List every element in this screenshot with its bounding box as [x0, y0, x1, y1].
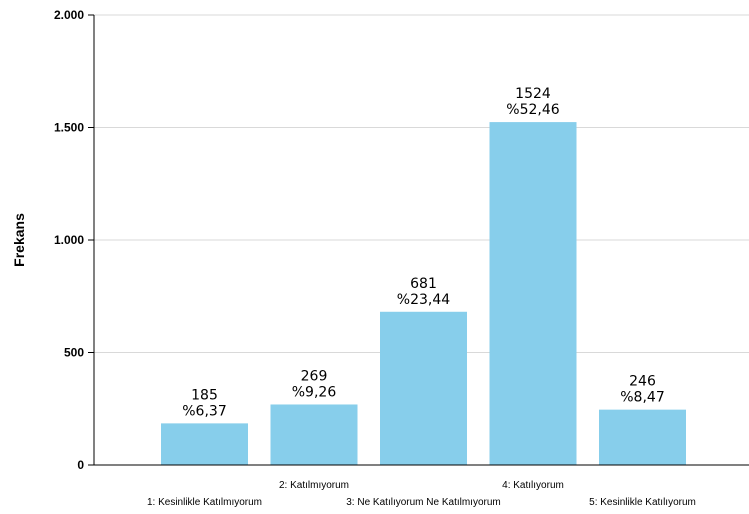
bar [270, 404, 358, 465]
data-label-percent: %52,46 [506, 102, 559, 118]
bar [380, 311, 467, 465]
x-category-label: 4: Katılıyorum [502, 480, 564, 491]
y-tick-label: 1.500 [54, 121, 84, 135]
axes [88, 14, 749, 466]
data-label-percent: %9,26 [292, 384, 337, 400]
y-tick-label: 2.000 [54, 8, 84, 22]
bar [489, 122, 577, 465]
data-label-percent: %23,44 [397, 292, 450, 308]
x-category-label: 2: Katılmıyorum [279, 480, 349, 491]
data-label-value: 246 [629, 374, 656, 390]
x-category-label: 1: Kesinlikle Katılmıyorum [147, 497, 262, 508]
y-tick-label: 0 [77, 458, 84, 472]
x-category-label: 3: Ne Katılıyorum Ne Katılmıyorum [346, 497, 501, 508]
labels: 0 500 1.000 1.500 2.000 185%6,37 1: Kesinlikle… [54, 8, 696, 508]
data-label-value: 185 [191, 387, 218, 403]
y-tick-label: 500 [64, 346, 84, 360]
bar [599, 409, 686, 465]
data-label-value: 1524 [515, 86, 551, 102]
data-label-value: 269 [301, 368, 328, 384]
data-label-percent: %8,47 [620, 390, 664, 406]
bars [161, 122, 686, 465]
x-category-label: 5: Kesinlikle Katılıyorum [589, 497, 696, 508]
data-label-value: 681 [410, 276, 437, 292]
data-label-percent: %6,37 [182, 403, 226, 419]
y-tick-label: 1.000 [54, 233, 84, 247]
bar [161, 423, 248, 465]
y-axis-label: Frekans [11, 213, 27, 267]
